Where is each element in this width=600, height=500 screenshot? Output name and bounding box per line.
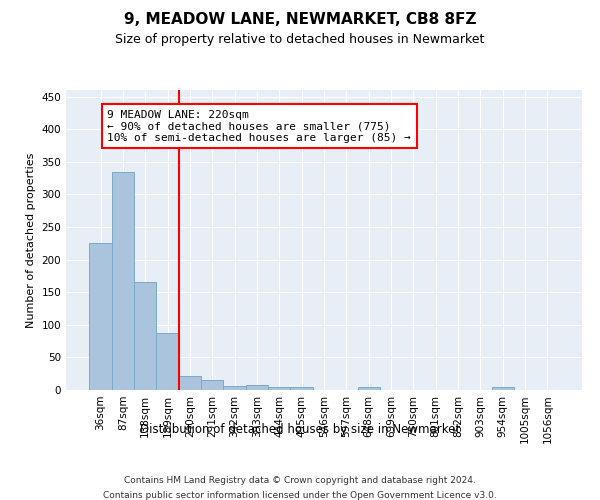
Bar [179,376,201,390]
Text: 9, MEADOW LANE, NEWMARKET, CB8 8FZ: 9, MEADOW LANE, NEWMARKET, CB8 8FZ [124,12,476,28]
Bar [201,380,223,390]
Text: Distribution of detached houses by size in Newmarket: Distribution of detached houses by size … [140,422,460,436]
Bar [358,388,380,390]
Text: Size of property relative to detached houses in Newmarket: Size of property relative to detached ho… [115,32,485,46]
Bar [268,386,290,390]
Bar [246,386,268,390]
Bar [89,244,112,390]
Bar [491,388,514,390]
Text: 9 MEADOW LANE: 220sqm
← 90% of detached houses are smaller (775)
10% of semi-det: 9 MEADOW LANE: 220sqm ← 90% of detached … [107,110,411,143]
Bar [157,332,179,390]
Bar [223,386,246,390]
Bar [290,386,313,390]
Bar [112,172,134,390]
Bar [134,282,157,390]
Y-axis label: Number of detached properties: Number of detached properties [26,152,36,328]
Text: Contains HM Land Registry data © Crown copyright and database right 2024.: Contains HM Land Registry data © Crown c… [124,476,476,485]
Text: Contains public sector information licensed under the Open Government Licence v3: Contains public sector information licen… [103,491,497,500]
